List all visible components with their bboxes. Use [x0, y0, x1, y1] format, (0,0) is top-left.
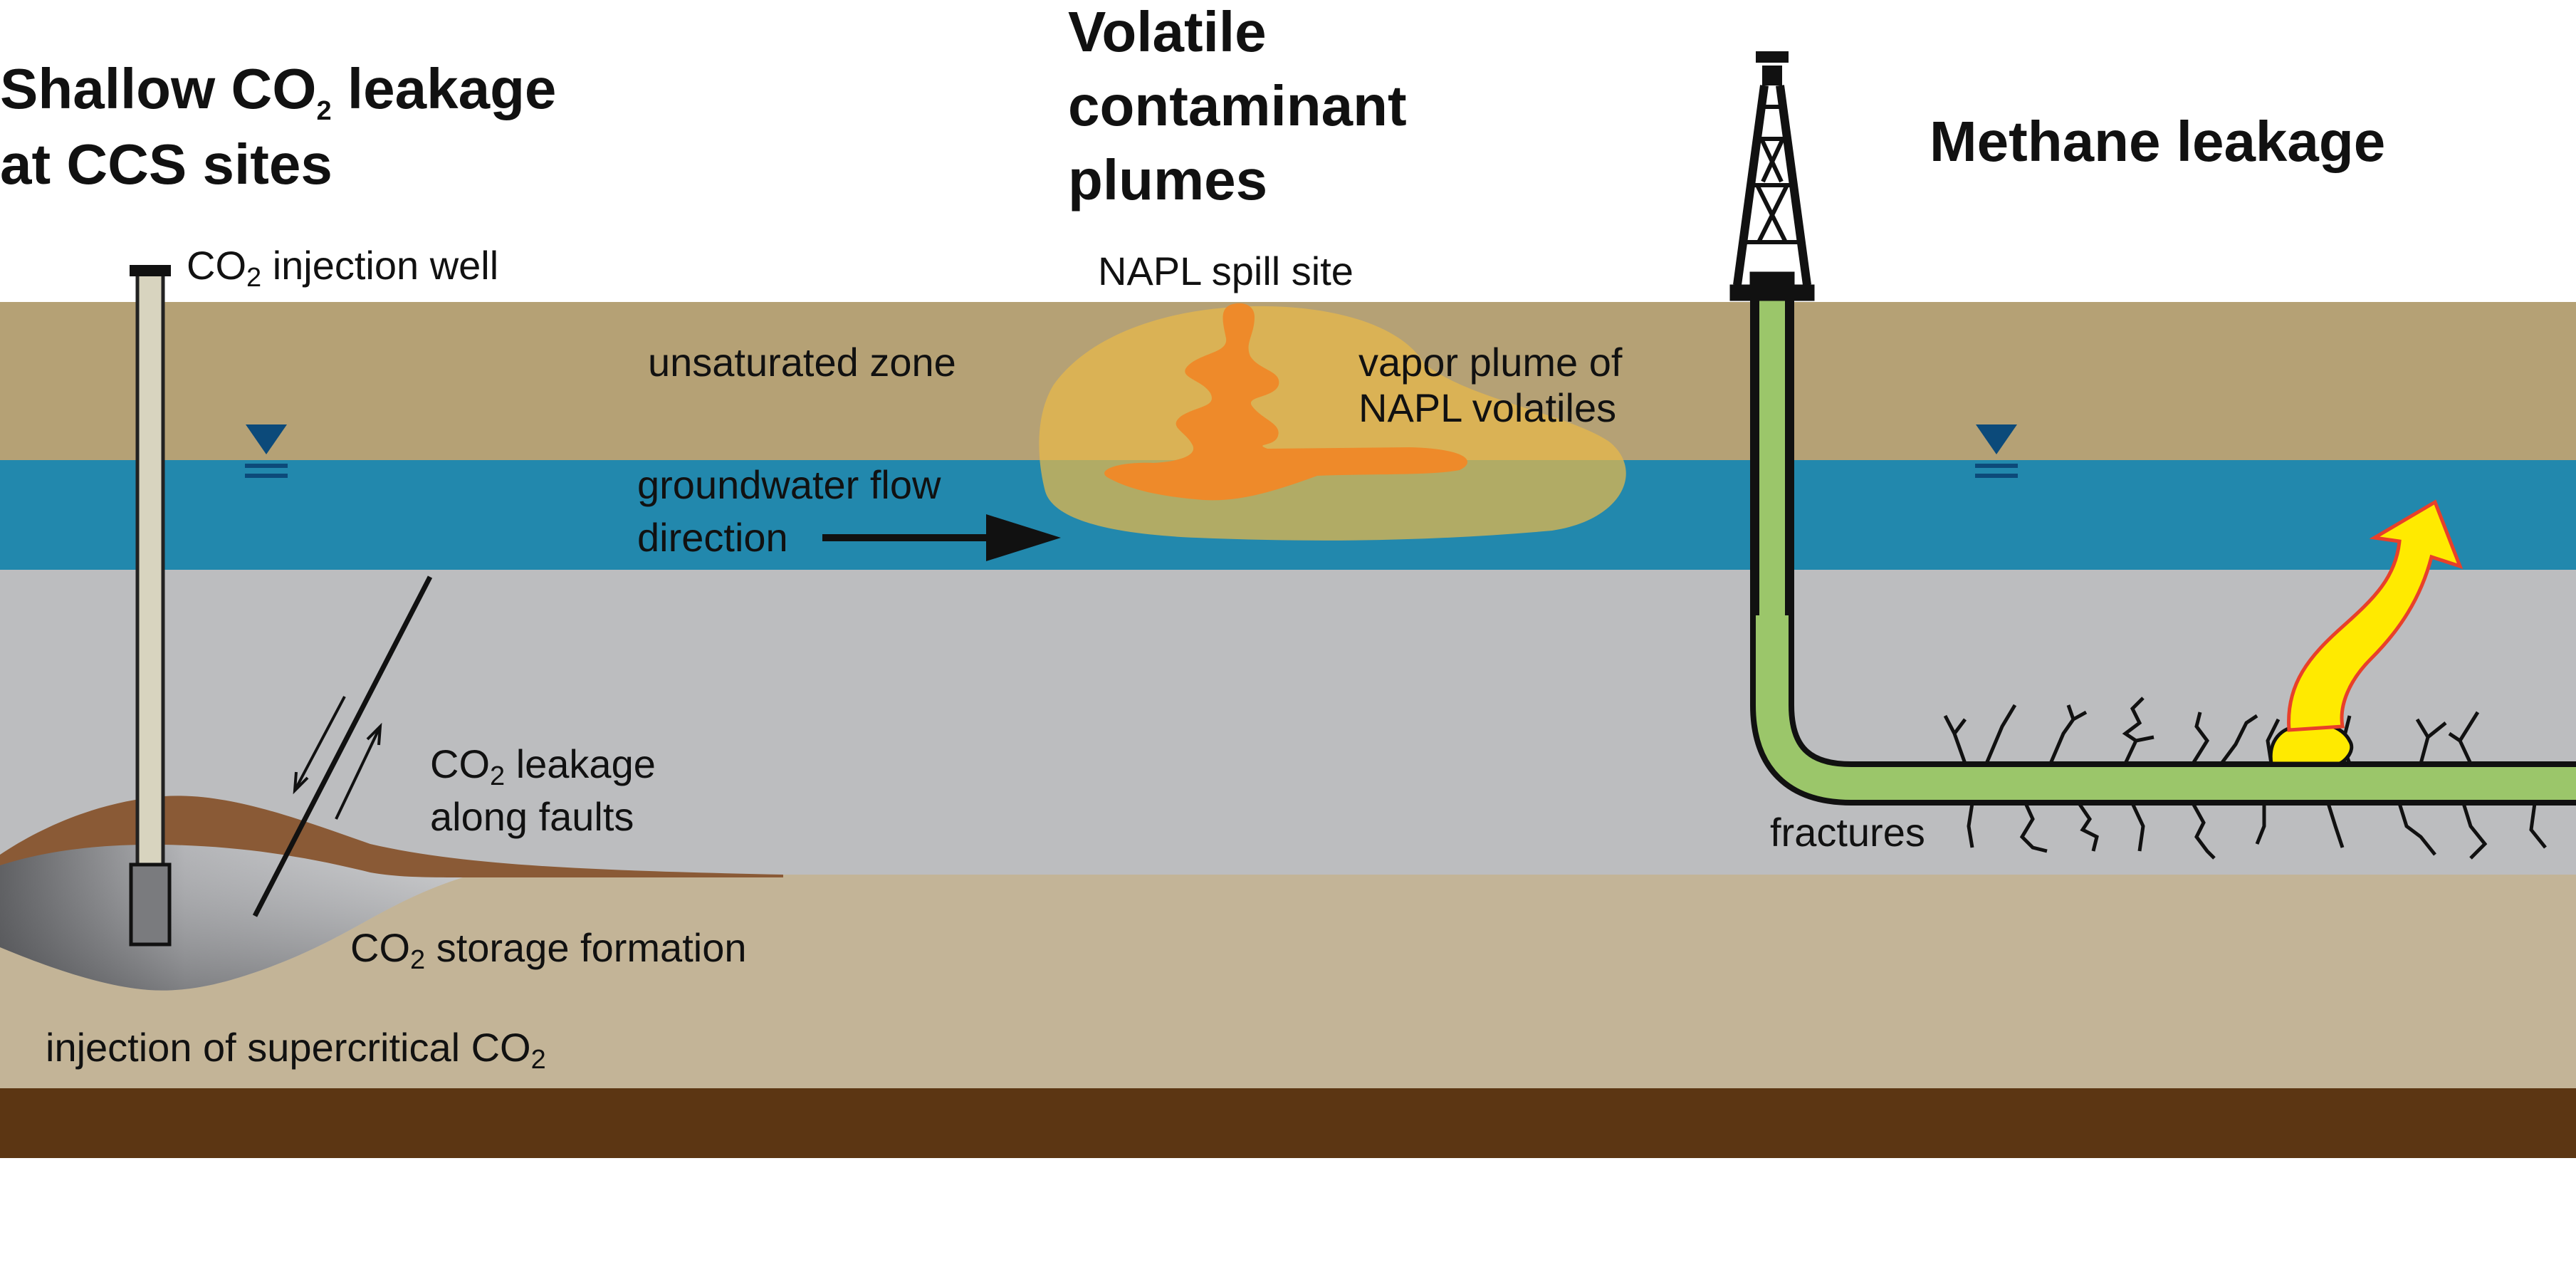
- groundwater-flow-label-line2: direction: [637, 515, 788, 560]
- vapor-plume-label-line2: NAPL volatiles: [1358, 385, 1616, 430]
- fault-leakage-label-line2: along faults: [430, 794, 634, 839]
- drilling-rig-icon: [1729, 51, 1815, 301]
- voc-section-title-line1: Volatile: [1068, 0, 1267, 63]
- methane-section-title: Methane leakage: [1930, 110, 2385, 173]
- bedrock-layer: [0, 1088, 2576, 1158]
- co2-plume-shading: [0, 844, 463, 991]
- unsaturated-zone-label: unsaturated zone: [648, 340, 956, 385]
- methane-arrow-icon: [2287, 499, 2464, 732]
- aquitard-layer: [0, 570, 2576, 875]
- fault-arrow-icon: [293, 696, 382, 820]
- voc-section-title-line2: contaminant: [1068, 74, 1407, 137]
- napl-plume: [1104, 303, 1468, 501]
- injection-well-casing: [135, 270, 165, 867]
- groundwater-flow-label-line1: groundwater flow: [637, 462, 941, 507]
- storage-formation-layer: [0, 875, 2576, 1088]
- flow-arrow-icon: [822, 514, 1061, 561]
- injection-well-screen: [129, 862, 172, 947]
- ccs-section-title-line2: at CCS sites: [0, 132, 333, 196]
- vapor-plume-label-line1: vapor plume of: [1358, 340, 1623, 385]
- fault-leakage-label-line1: CO2 leakage: [430, 741, 656, 791]
- injection-well-cap: [130, 265, 171, 276]
- ccs-section-title: Shallow CO2 leakage: [0, 57, 556, 126]
- production-well-pipe-fill: [1756, 301, 2576, 800]
- injection-well-label: CO2 injection well: [187, 243, 498, 293]
- water-table-icon: [245, 424, 288, 478]
- supercritical-injection-label: injection of supercritical CO2: [46, 1025, 546, 1075]
- storage-formation-label: CO2 storage formation: [350, 925, 746, 975]
- napl-spill-label: NAPL spill site: [1098, 249, 1354, 293]
- water-table-icon: [1975, 424, 2018, 478]
- fractures-label: fractures: [1770, 810, 1925, 855]
- voc-section-title-line3: plumes: [1068, 148, 1267, 212]
- fault-line: [252, 575, 433, 917]
- fracture-network: [1943, 697, 2547, 860]
